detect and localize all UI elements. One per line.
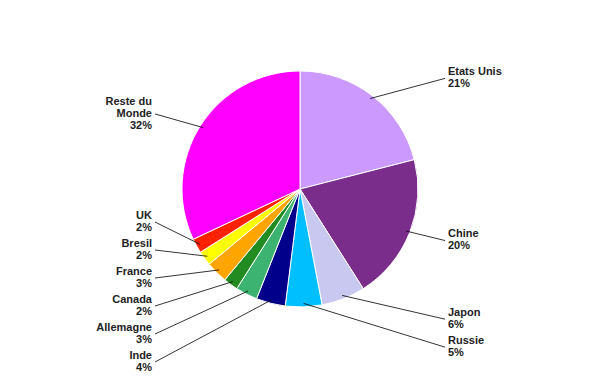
value-label: 4% xyxy=(136,361,152,373)
leader-lines xyxy=(155,78,445,362)
leader-line xyxy=(370,78,445,98)
value-label: 2% xyxy=(136,305,152,317)
leader-line xyxy=(155,300,272,362)
slice-label: France xyxy=(116,265,152,277)
leader-line xyxy=(155,250,207,256)
slice-label: Russie xyxy=(448,334,484,346)
leader-line xyxy=(155,282,233,306)
chart: Etats Unis21% Chine20% Japon6% Russie5% Inde… xyxy=(0,0,600,378)
slice-label: UK xyxy=(136,209,152,221)
value-label: 5% xyxy=(448,346,464,358)
leader-line xyxy=(342,295,445,319)
leader-line xyxy=(155,291,248,334)
slice-label: Allemagne xyxy=(96,321,152,333)
value-label: 6% xyxy=(448,318,464,330)
slice-label: Canada xyxy=(112,293,153,305)
slice-label: Bresil xyxy=(121,237,152,249)
value-label: 2% xyxy=(136,221,152,233)
value-label: 21% xyxy=(448,77,470,89)
leader-line xyxy=(406,231,445,240)
value-label: 20% xyxy=(448,239,470,251)
slice-label: Inde xyxy=(129,349,152,361)
slice xyxy=(182,71,300,239)
value-label: 3% xyxy=(136,333,152,345)
slice-label: Etats Unis xyxy=(448,65,502,77)
leader-line xyxy=(304,303,445,347)
labels: Etats Unis21% Chine20% Japon6% Russie5% Inde… xyxy=(96,65,501,373)
slice-label: Japon xyxy=(448,306,481,318)
leader-line xyxy=(155,270,219,278)
leader-line xyxy=(155,222,200,244)
leader-line xyxy=(155,114,203,128)
slice-label: Reste duMonde xyxy=(106,95,152,119)
slice-label: Chine xyxy=(448,227,479,239)
value-label: 3% xyxy=(136,277,152,289)
slices xyxy=(182,71,418,307)
pie: Etats Unis21% Chine20% Japon6% Russie5% Inde… xyxy=(96,65,501,373)
value-label: 32% xyxy=(130,119,152,131)
value-label: 2% xyxy=(136,249,152,261)
